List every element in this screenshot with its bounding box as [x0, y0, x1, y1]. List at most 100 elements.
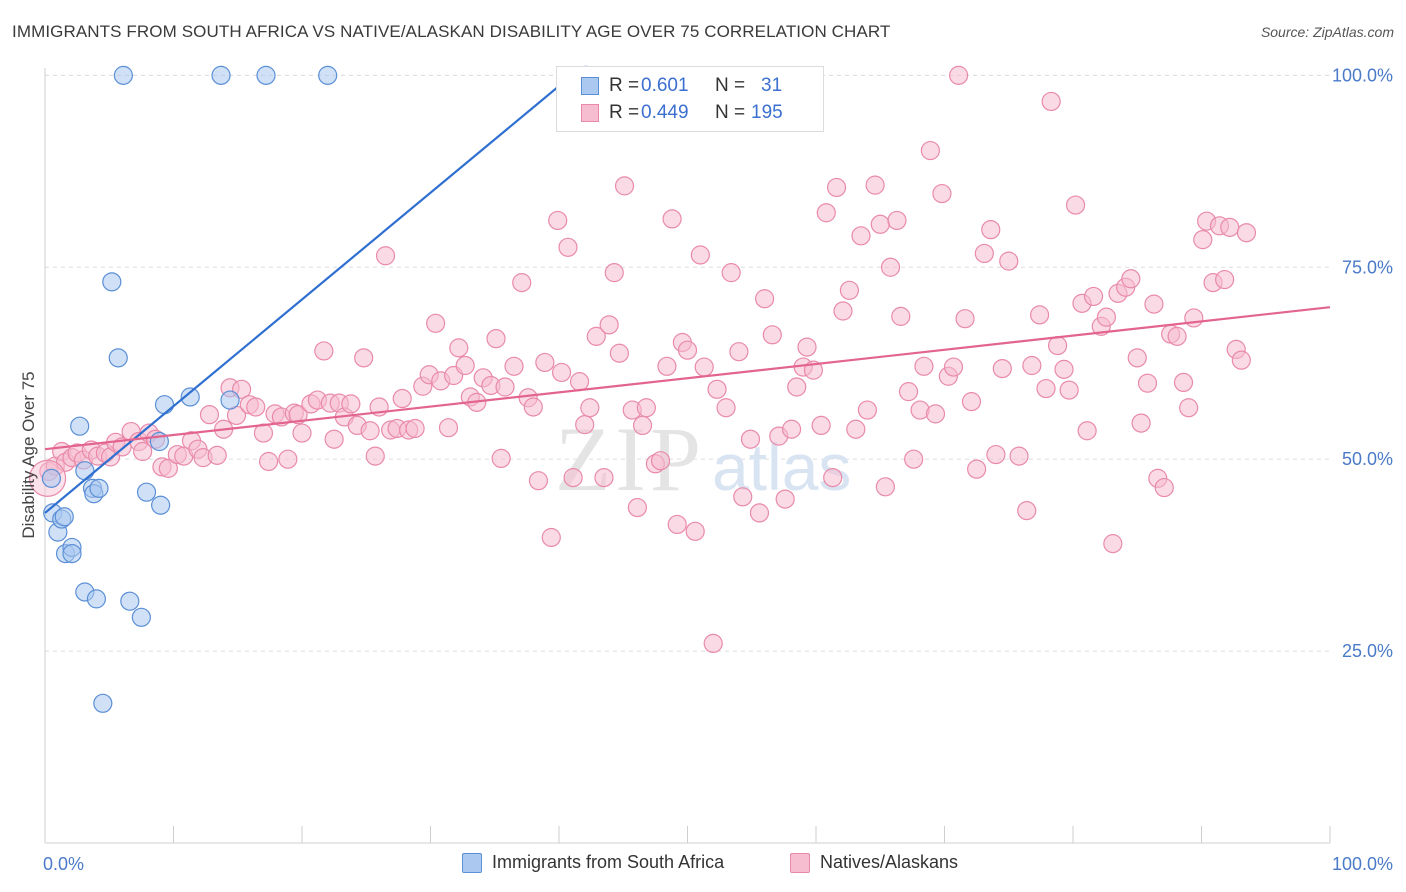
natives-point: [1036, 378, 1056, 399]
natives-point: [1144, 294, 1164, 314]
natives-point: [733, 487, 753, 507]
natives-point: [341, 394, 361, 414]
natives-point: [846, 419, 866, 439]
natives-point: [1137, 373, 1158, 393]
immigrants-point: [102, 272, 122, 292]
natives-point: [1047, 335, 1068, 356]
natives-point: [133, 441, 153, 462]
natives-point: [925, 404, 946, 424]
natives-point: [677, 340, 698, 360]
series-legend: Immigrants from South Africa Natives/Ala…: [0, 852, 1406, 878]
legend-label-immigrants: Immigrants from South Africa: [492, 852, 725, 872]
immigrants-point: [41, 468, 62, 488]
natives-point: [558, 237, 578, 257]
natives-point: [887, 210, 907, 231]
legend-swatch-blue: [581, 77, 599, 95]
natives-point: [1029, 305, 1050, 325]
immigrants-point: [75, 461, 95, 481]
natives-point: [891, 306, 911, 326]
legend-row-immigrants: R = 0.601 N = 31: [581, 73, 782, 99]
immigrants-point: [151, 495, 171, 515]
natives-point: [1215, 269, 1235, 290]
legend-r-value: 0.601: [641, 75, 689, 96]
natives-point: [491, 448, 511, 469]
natives-point: [650, 451, 671, 471]
natives-point: [375, 246, 396, 266]
natives-point: [512, 273, 532, 293]
natives-point: [438, 418, 459, 438]
natives-point: [288, 405, 308, 425]
natives-point: [360, 421, 380, 441]
natives-point: [833, 301, 853, 321]
x-tick-label: 0.0%: [43, 854, 84, 874]
natives-point: [685, 521, 705, 541]
natives-point: [1184, 308, 1204, 328]
natives-point: [1041, 91, 1061, 112]
legend-row-natives: R = 0.449 N = 195: [581, 100, 783, 126]
legend-item-immigrants[interactable]: Immigrants from South Africa: [462, 852, 724, 873]
natives-point: [1236, 223, 1257, 243]
natives-point: [455, 355, 475, 376]
legend-n-label: N =: [715, 102, 746, 123]
natives-point: [914, 356, 934, 376]
natives-point: [324, 429, 344, 449]
natives-point: [1179, 398, 1199, 418]
natives-point: [967, 459, 987, 479]
natives-point: [986, 444, 1006, 465]
natives-point: [870, 214, 890, 234]
natives-point: [1103, 534, 1123, 554]
natives-point: [1077, 421, 1097, 441]
natives-point: [875, 477, 895, 497]
y-axis-label: Disability Age Over 75: [19, 371, 38, 538]
natives-point: [586, 326, 606, 346]
natives-point: [258, 451, 279, 472]
natives-point: [851, 226, 871, 246]
natives-point: [749, 503, 770, 523]
natives-point: [575, 415, 595, 435]
immigrants-point: [120, 591, 140, 611]
natives-point: [354, 348, 374, 368]
natives-point: [949, 65, 969, 85]
legend-r-value: 0.449: [641, 102, 689, 123]
natives-point: [1059, 380, 1079, 400]
natives-point: [857, 400, 878, 420]
legend-n-label: N =: [715, 75, 746, 96]
natives-points: [28, 65, 1257, 654]
immigrants-point: [108, 348, 128, 368]
natives-point: [504, 356, 524, 376]
natives-point: [826, 177, 847, 198]
natives-point: [1096, 307, 1117, 327]
natives-point: [523, 397, 543, 417]
legend-swatch-pink: [581, 104, 599, 122]
natives-point: [158, 458, 178, 478]
natives-point: [1231, 350, 1251, 370]
natives-point: [694, 357, 714, 377]
source-label: Source: ZipAtlas.com: [1260, 24, 1394, 40]
natives-point: [627, 497, 647, 518]
legend-item-natives[interactable]: Natives/Alaskans: [790, 852, 958, 873]
natives-point: [1127, 348, 1147, 368]
natives-point: [1065, 195, 1086, 215]
natives-point: [823, 468, 843, 488]
natives-point: [657, 356, 677, 376]
legend-swatch-pink: [790, 852, 810, 873]
immigrants-point: [131, 607, 151, 627]
x-tick-label: 100.0%: [1332, 854, 1393, 874]
natives-point: [729, 342, 749, 362]
natives-point: [943, 357, 964, 377]
natives-point: [667, 514, 687, 535]
natives-point: [548, 210, 568, 231]
immigrants-point: [220, 390, 240, 410]
natives-point: [932, 183, 952, 204]
legend-label-natives: Natives/Alaskans: [820, 852, 959, 872]
natives-point: [992, 358, 1012, 379]
stats-legend: R = 0.601 N = 31 R = 0.449 N = 195: [556, 66, 824, 132]
immigrants-point: [211, 65, 231, 85]
natives-point: [314, 341, 334, 361]
axes: [44, 68, 1331, 844]
legend-n-value: 195: [751, 102, 783, 123]
natives-point: [1054, 359, 1074, 379]
natives-point: [278, 449, 298, 469]
natives-point: [707, 379, 727, 399]
